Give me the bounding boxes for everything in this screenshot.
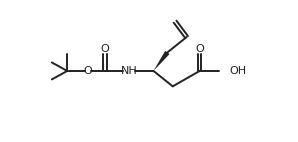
Text: O: O [195, 44, 204, 54]
Text: O: O [101, 44, 109, 54]
Text: NH: NH [120, 66, 137, 76]
Text: O: O [84, 66, 92, 76]
Polygon shape [153, 51, 170, 71]
Text: OH: OH [229, 66, 246, 76]
